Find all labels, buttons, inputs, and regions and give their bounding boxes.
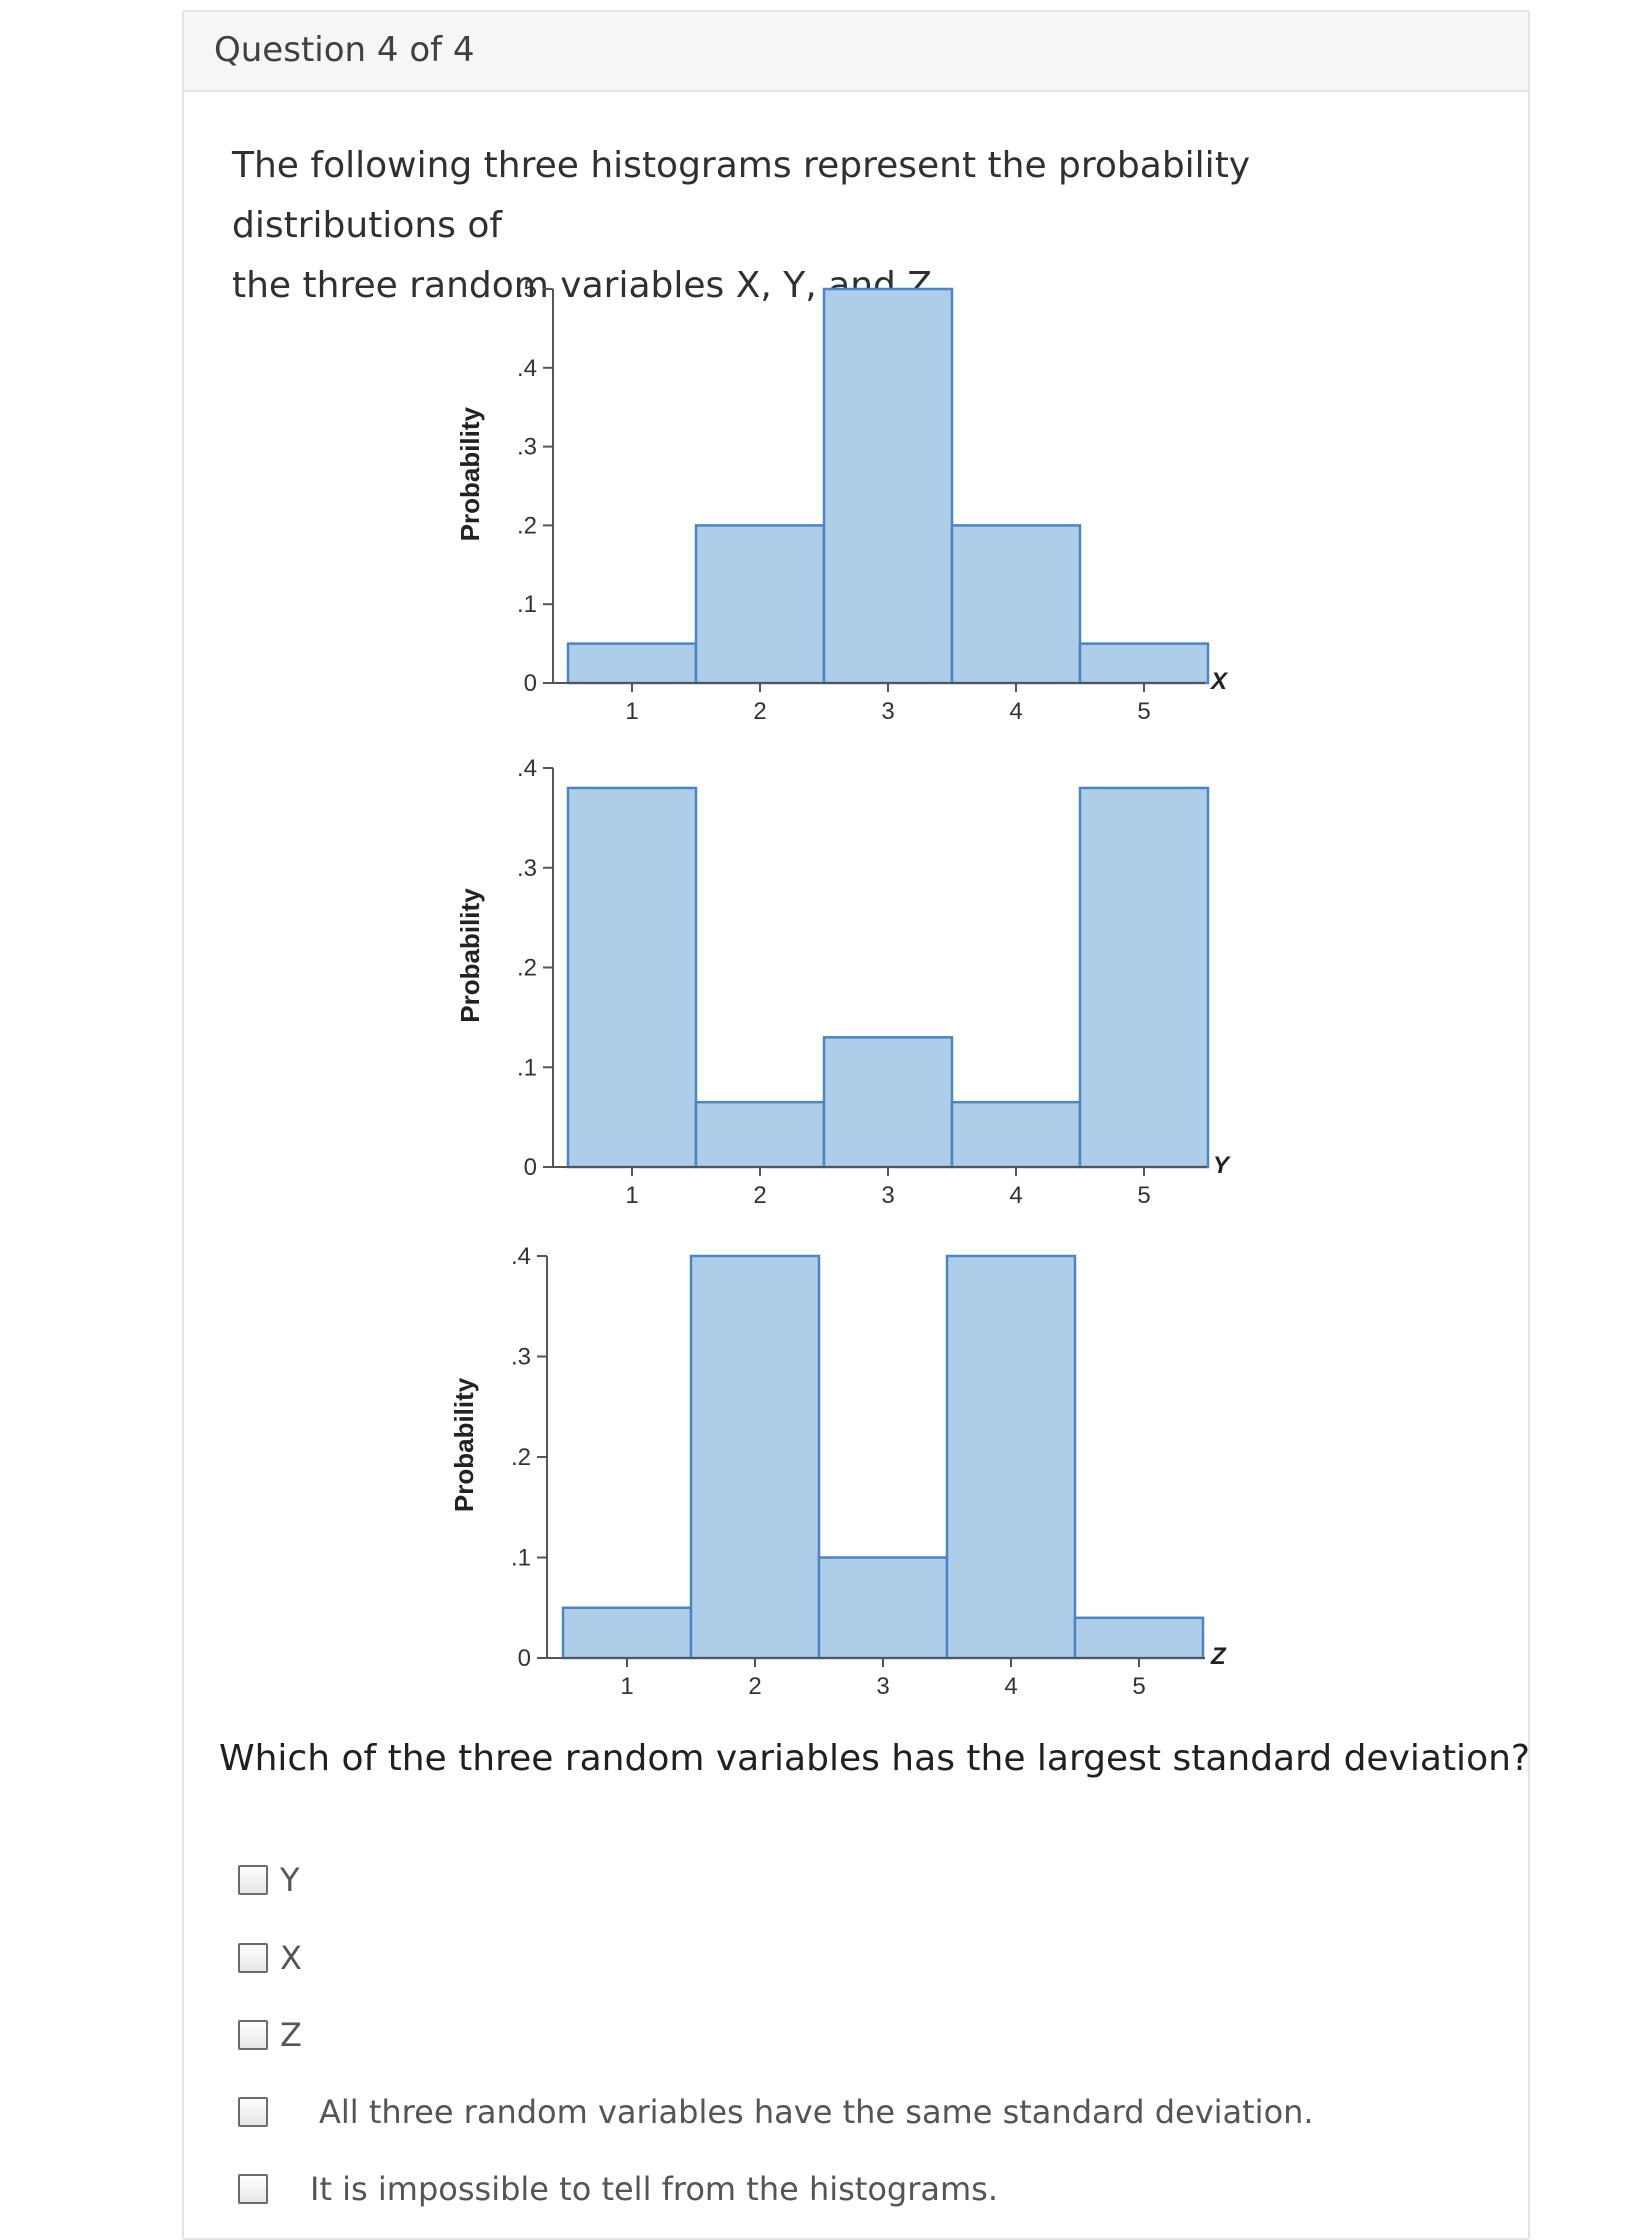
option-x[interactable]: X [238, 1938, 302, 1978]
histogram-3-ytick-label: .3 [511, 1344, 531, 1371]
histogram-1-y-axis-title: Probability [455, 406, 485, 541]
histogram-2-y-axis-title: Probability [455, 888, 485, 1023]
option-impossible[interactable]: It is impossible to tell from the histog… [238, 2169, 998, 2209]
histogram-3-ytick-label: 0 [518, 1645, 531, 1672]
histogram-1-xtick-label: 3 [881, 698, 894, 725]
histogram-3-xtick-label: 3 [876, 1673, 889, 1700]
histogram-2-ytick-label: .2 [517, 955, 537, 982]
question-prompt: The following three histograms represent… [232, 136, 1482, 316]
histogram-1-ytick-label: .1 [517, 591, 537, 618]
histogram-3-ytick-label: .1 [511, 1545, 531, 1572]
option-y-checkbox[interactable] [238, 1865, 268, 1895]
option-x-label: X [280, 1939, 302, 1977]
histogram-1-bar-5 [1078, 642, 1210, 685]
histogram-2-ytick-label: 0 [524, 1154, 537, 1181]
histogram-3-bar-1 [561, 1606, 693, 1660]
histogram-2-variable-label: Y [1213, 1152, 1231, 1179]
option-x-checkbox[interactable] [238, 1943, 268, 1973]
question-counter: Question 4 of 4 [214, 30, 475, 70]
histogram-1-ytick-label: 0 [524, 670, 537, 697]
histogram-2-ytick-label: .4 [517, 755, 537, 782]
histogram-1-ytick-label: .3 [517, 434, 537, 461]
histogram-3-bar-2 [689, 1254, 821, 1660]
histogram-3-ytick-label: .4 [511, 1243, 531, 1270]
histogram-1-xtick-label: 5 [1137, 698, 1150, 725]
option-impossible-label: It is impossible to tell from the histog… [310, 2170, 999, 2208]
question-text: Which of the three random variables has … [219, 1738, 1531, 1779]
option-z[interactable]: Z [238, 2015, 302, 2055]
histogram-3-xtick-label: 4 [1004, 1673, 1017, 1700]
histogram-2-bar-3 [822, 1036, 954, 1169]
histogram-2-bar-1 [566, 786, 698, 1169]
histogram-2-xtick-label: 4 [1009, 1182, 1022, 1209]
histogram-3-bar-4 [945, 1254, 1077, 1660]
histogram-3-bar-5 [1073, 1616, 1205, 1660]
histogram-1-xtick-label: 2 [753, 698, 766, 725]
option-y[interactable]: Y [238, 1860, 300, 1900]
histogram-2-bar-5 [1078, 786, 1210, 1169]
histogram-3-y-axis-title: Probability [449, 1377, 479, 1512]
histogram-3-ytick-label: .2 [511, 1444, 531, 1471]
histogram-3-xtick-label: 5 [1132, 1673, 1145, 1700]
histogram-2-bar-4 [950, 1100, 1082, 1169]
option-same-label: All three random variables have the same… [319, 2093, 1314, 2131]
question-header: Question 4 of 4 [184, 12, 1528, 92]
prompt-line-1: The following three histograms represent… [232, 145, 1251, 246]
histogram-1-bar-2 [694, 524, 826, 685]
option-y-label: Y [280, 1861, 300, 1899]
histogram-2-xtick-label: 3 [881, 1182, 894, 1209]
histogram-1-bar-3 [822, 287, 954, 685]
option-same[interactable]: All three random variables have the same… [238, 2092, 1314, 2132]
histogram-1-xtick-label: 1 [625, 698, 638, 725]
histogram-1-xtick-label: 4 [1009, 698, 1022, 725]
histogram-3-variable-label: Z [1210, 1643, 1227, 1670]
histogram-2-ytick-label: .3 [517, 855, 537, 882]
histogram-1-bar-1 [566, 642, 698, 685]
histogram-1-variable-label: X [1209, 668, 1229, 695]
histogram-3-xtick-label: 2 [748, 1673, 761, 1700]
histogram-1-bar-4 [950, 524, 1082, 685]
histogram-1-ytick-label: .5 [517, 276, 537, 303]
histogram-2-xtick-label: 1 [625, 1182, 638, 1209]
histogram-3-bar-3 [817, 1556, 949, 1660]
histogram-2-ytick-label: .1 [517, 1054, 537, 1081]
option-z-label: Z [280, 2016, 302, 2054]
option-same-checkbox[interactable] [238, 2097, 268, 2127]
histogram-2-bar-2 [694, 1100, 826, 1169]
histogram-2-xtick-label: 2 [753, 1182, 766, 1209]
histogram-1-ytick-label: .4 [517, 355, 537, 382]
option-z-checkbox[interactable] [238, 2020, 268, 2050]
option-impossible-checkbox[interactable] [238, 2174, 268, 2204]
histogram-1-ytick-label: .2 [517, 512, 537, 539]
histogram-2-xtick-label: 5 [1137, 1182, 1150, 1209]
histogram-3-xtick-label: 1 [620, 1673, 633, 1700]
